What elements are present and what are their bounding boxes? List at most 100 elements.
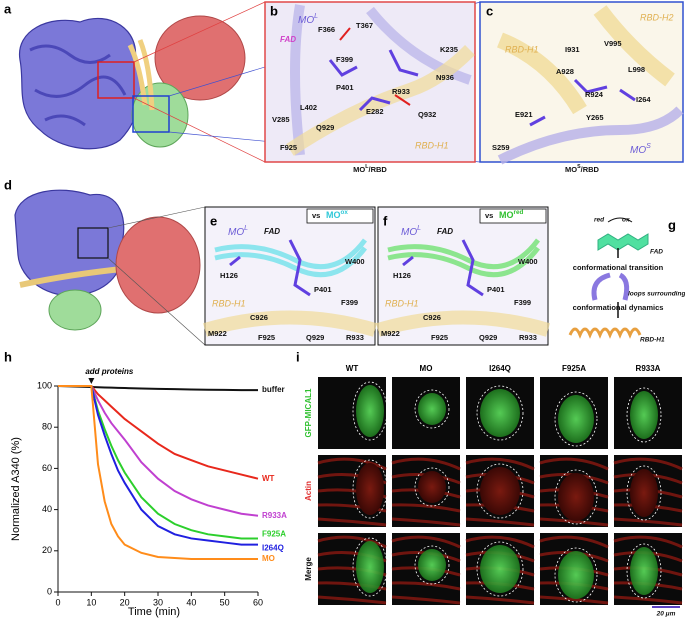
label: ox [622,217,630,224]
column-header: MO [420,364,433,373]
label-text: MO [401,227,417,238]
series-line [58,385,258,561]
label: L998 [628,65,645,74]
label: M922 [208,329,227,338]
label: RBD-H1 [212,298,246,308]
cell-signal [356,463,384,515]
chart: Time (min) Normalized A340 (%) 0 10 20 30 40… [10,367,287,618]
actin-fiber [317,503,387,513]
label: P401 [336,83,354,92]
actin-fiber [539,457,609,471]
cell-outline [476,463,524,519]
series-label: WT [262,474,275,483]
actin-fiber [391,581,461,591]
label: FAD [437,227,453,236]
label: W400 [518,257,538,266]
label: C926 [250,313,268,322]
scale-label: 20 μm [656,611,676,618]
panel-label: b [270,3,278,18]
actin-fiber [539,517,609,527]
y-tick-label: 40 [42,504,52,514]
label-text: MO [298,15,314,26]
actin-fiber [391,595,461,605]
cell-signal [418,471,446,503]
label-sup: L [365,164,369,170]
label: P401 [487,285,505,294]
actin-fiber [465,517,535,527]
microscopy-grid: WT MO I264Q F925A R933A GFP-MICAL1 Actin Merge 2… [304,364,683,618]
row-label: Merge [304,557,313,581]
y-tick-label: 0 [47,586,52,596]
actin-fiber [391,517,461,527]
cell-outline [352,537,388,597]
row-label: Actin [304,481,313,501]
panel-label: i [296,349,300,364]
cell-signal [356,541,384,593]
actin-fiber [465,535,535,549]
label-tail: /RBD [368,165,387,174]
label: R933 [392,87,410,96]
actin-fiber [539,595,609,605]
label: vs [485,211,493,220]
label: R924 [585,90,604,99]
panel-label: f [383,213,388,228]
label-text: MO [499,210,514,220]
actin-fiber [391,535,461,549]
x-tick-label: 10 [86,597,96,607]
series-line [58,385,258,546]
cell-signal [558,395,594,443]
label: Q929 [316,123,334,132]
label: M922 [381,329,400,338]
cell-outline [352,459,388,519]
cell-outline [414,467,450,507]
label: conformational transition [573,263,664,272]
label-text: MO [353,165,365,174]
label: Q929 [479,333,497,342]
series-line [57,385,258,392]
actin-fiber [317,581,387,591]
column-header: WT [346,364,359,373]
cell-outline [476,541,524,597]
label: T367 [356,21,373,30]
label-sup: ox [341,209,349,216]
actin-fiber [391,503,461,513]
label: F366 [318,25,335,34]
label: MOL [298,13,318,25]
label: FAD [264,227,280,236]
cell-signal [480,389,520,437]
label-tail: /RBD [581,165,600,174]
annotation-arrow [88,378,95,384]
series-label: F925A [262,530,286,539]
structure-b [264,1,476,163]
series-label: I264Q [262,544,284,553]
label-text: MO [228,227,244,238]
actin-fiber [317,535,387,549]
label: red [594,217,605,224]
actin-fiber [317,457,387,471]
cell-signal [630,469,658,517]
label: F399 [514,298,531,307]
cell-signal [480,467,520,515]
actin-fiber [539,535,609,549]
series-line [58,385,258,540]
cell-outline [414,545,450,585]
cell-signal [630,391,658,439]
cell-outline [414,389,450,429]
label: R933 [519,333,537,342]
x-tick-label: 0 [55,597,60,607]
structure-c [479,1,684,165]
x-tick-label: 20 [120,597,130,607]
actin-fiber [465,457,535,471]
label: R933 [346,333,364,342]
x-tick-label: 40 [186,597,196,607]
label: FAD [650,249,663,256]
cell-outline [626,543,662,599]
label: MOL [401,225,421,237]
label: V995 [604,39,622,48]
label-sup: red [514,209,524,216]
annotation: add proteins [85,367,134,376]
cell-signal [630,547,658,595]
cell-signal [480,545,520,593]
schematic-g [568,217,649,339]
